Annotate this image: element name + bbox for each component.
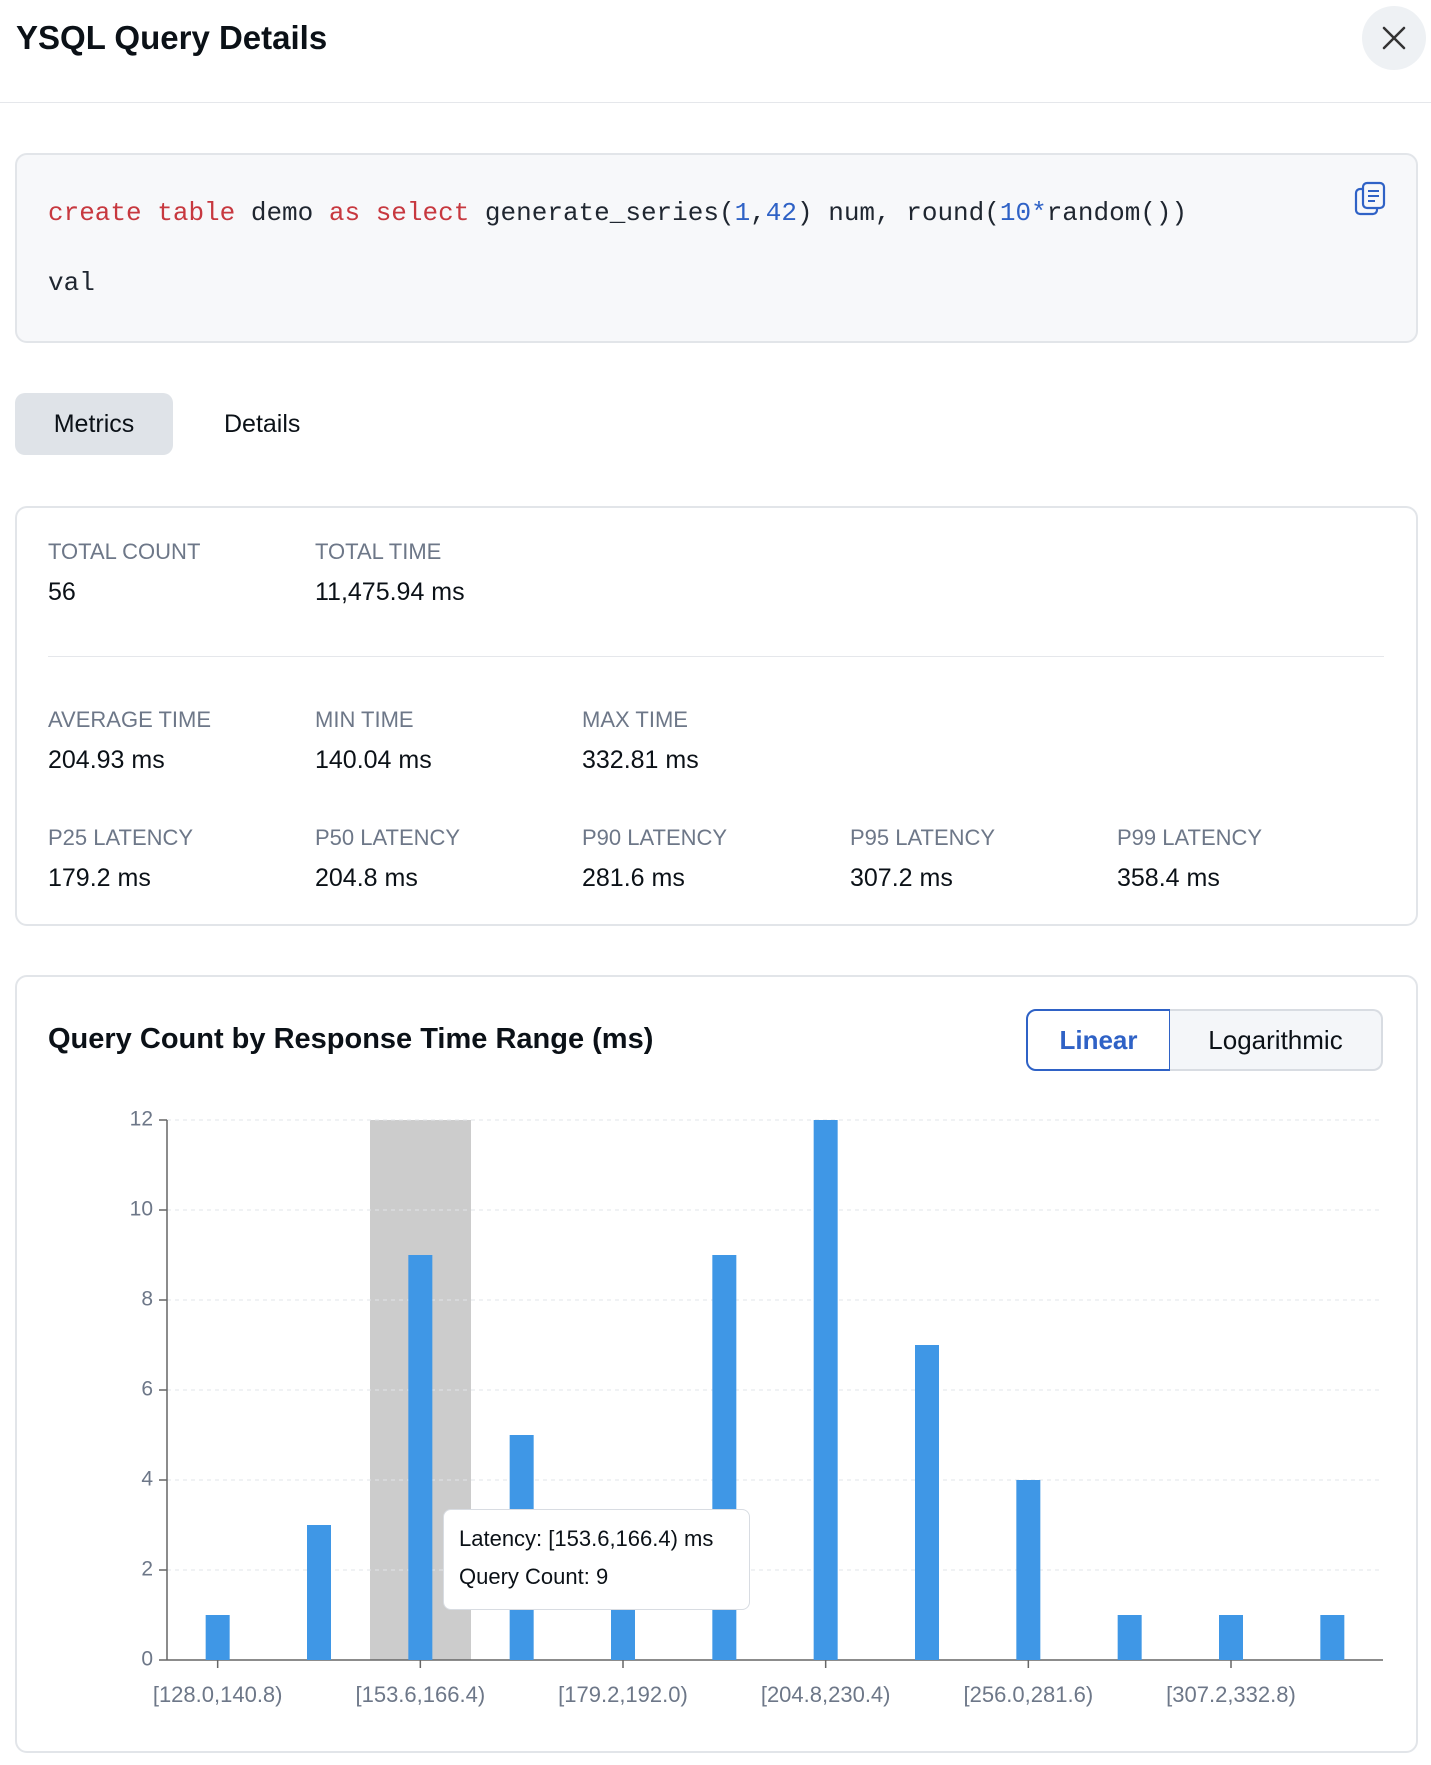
code-token: 1 — [734, 198, 751, 228]
y-tick-label: 10 — [130, 1198, 153, 1221]
code-token: table — [157, 198, 236, 228]
tooltip: Latency: [153.6,166.4) ms Query Count: 9 — [443, 1509, 750, 1610]
tab[interactable]: Metrics — [15, 393, 173, 455]
tab[interactable]: Details — [224, 410, 301, 438]
query-line: val — [48, 266, 95, 300]
metric-label: TOTAL COUNT — [48, 539, 201, 564]
metric-value: 11,475.94 ms — [315, 578, 465, 606]
x-tick-label: [179.2,192.0) — [558, 1682, 688, 1707]
header-divider — [0, 102, 1431, 103]
code-token: generate_series( — [469, 198, 735, 228]
code-token: * — [1031, 198, 1047, 228]
code-token: ) num, round( — [797, 198, 1000, 228]
code-token: as — [328, 198, 361, 228]
metric-label: P99 LATENCY — [1117, 825, 1263, 850]
chart-title: Query Count by Response Time Range (ms) — [48, 1023, 654, 1055]
x-tick-label: [307.2,332.8) — [1166, 1682, 1296, 1707]
metric-value: 358.4 ms — [1117, 864, 1220, 892]
y-tick-label: 8 — [141, 1288, 153, 1311]
code-token: 10 — [999, 198, 1032, 228]
bar — [813, 1120, 838, 1660]
bar — [1117, 1615, 1142, 1660]
metric-value: 56 — [48, 578, 76, 606]
metrics-card — [15, 506, 1418, 926]
query-line: create table demo as select generate_ser… — [48, 196, 1187, 230]
close-button[interactable] — [1362, 6, 1426, 70]
y-tick-label: 0 — [141, 1648, 153, 1671]
bar — [1219, 1615, 1243, 1660]
metric-label: MAX TIME — [582, 707, 688, 732]
bar — [307, 1525, 331, 1660]
metric-value: 307.2 ms — [850, 864, 953, 892]
x-tick-label: [204.8,230.4) — [761, 1682, 891, 1707]
x-tick-label: [153.6,166.4) — [355, 1682, 485, 1707]
copy-icon[interactable] — [1353, 181, 1387, 217]
y-tick-label: 2 — [141, 1558, 153, 1581]
tooltip-line: Query Count: 9 — [459, 1564, 609, 1589]
metric-label: P90 LATENCY — [582, 825, 728, 850]
chart-card — [15, 975, 1418, 1753]
bar — [408, 1255, 433, 1660]
metrics-divider — [48, 656, 1384, 657]
bar — [205, 1615, 230, 1660]
x-tick-label: [128.0,140.8) — [153, 1682, 283, 1707]
y-tick-label: 6 — [141, 1378, 153, 1401]
metric-value: 332.81 ms — [582, 746, 699, 774]
close-icon — [1382, 26, 1406, 50]
x-tick-label: [256.0,281.6) — [963, 1682, 1093, 1707]
bar — [1016, 1480, 1041, 1660]
metric-value: 204.8 ms — [315, 864, 418, 892]
query-box — [15, 153, 1418, 343]
code-token: 42 — [765, 198, 798, 228]
metric-label: TOTAL TIME — [315, 539, 442, 564]
scale-toggle[interactable]: Logarithmic — [1170, 1009, 1383, 1071]
metric-value: 179.2 ms — [48, 864, 151, 892]
metric-label: P95 LATENCY — [850, 825, 996, 850]
bar — [1320, 1615, 1345, 1660]
metric-value: 140.04 ms — [315, 746, 432, 774]
code-token: random()) — [1046, 198, 1188, 228]
code-token: val — [48, 268, 95, 298]
metric-label: P50 LATENCY — [315, 825, 461, 850]
y-tick-label: 4 — [141, 1468, 153, 1491]
code-token: create — [48, 198, 142, 228]
bar — [915, 1345, 939, 1660]
code-token: , — [750, 198, 766, 228]
metric-label: P25 LATENCY — [48, 825, 194, 850]
y-tick-label: 12 — [130, 1108, 153, 1131]
metric-value: 204.93 ms — [48, 746, 165, 774]
code-token: select — [375, 198, 470, 228]
page-title: YSQL Query Details — [16, 19, 328, 56]
metric-value: 281.6 ms — [582, 864, 685, 892]
scale-toggle[interactable]: Linear — [1026, 1009, 1171, 1071]
metric-label: AVERAGE TIME — [48, 707, 212, 732]
code-token: demo — [235, 198, 329, 228]
tooltip-line: Latency: [153.6,166.4) ms — [459, 1526, 714, 1551]
metric-label: MIN TIME — [315, 707, 414, 732]
